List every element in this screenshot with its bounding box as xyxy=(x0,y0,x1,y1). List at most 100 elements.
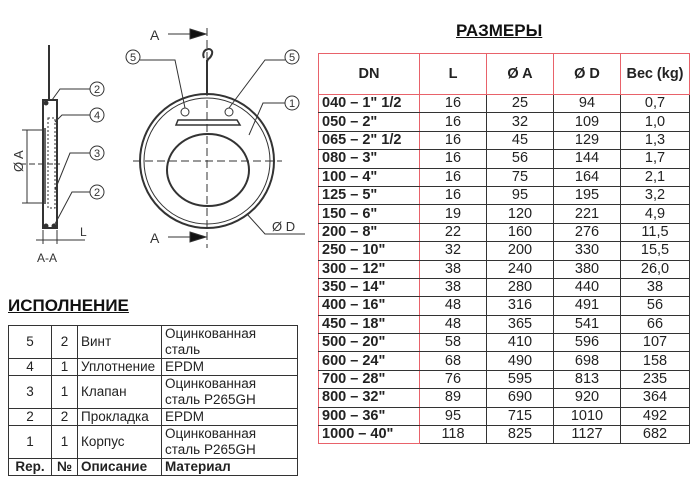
dims-cell: 158 xyxy=(620,351,690,371)
dims-cell: 690 xyxy=(486,388,554,408)
dims-dn: 125 – 5" xyxy=(318,185,420,206)
dims-cell: 1,3 xyxy=(620,130,690,151)
part-material: Оцинкованная сталь P265GH xyxy=(161,375,298,409)
dims-cell: 66 xyxy=(620,314,690,335)
dims-cell: 492 xyxy=(620,406,690,427)
dim-a-label: Ø A xyxy=(11,150,26,172)
callout-5-left: 5 xyxy=(130,52,136,64)
section-label: A-A xyxy=(37,251,57,265)
part-rep: 1 xyxy=(8,425,52,459)
dims-row: 400 – 16" 48 316 491 56 xyxy=(318,296,690,316)
dims-cell: 195 xyxy=(553,185,621,206)
dims-cell: 48 xyxy=(419,296,487,316)
parts-table: 5 2 Винт Оцинкованная сталь 4 1 Уплотнение EPDM… xyxy=(8,325,298,476)
parts-row: 1 1 Корпус Оцинкованная сталь P265GH xyxy=(8,425,298,459)
dims-cell: 825 xyxy=(486,425,554,445)
dims-header-cell: L xyxy=(419,53,487,95)
dims-dn: 250 – 10" xyxy=(318,241,420,261)
callout-2-bottom: 2 xyxy=(94,187,100,199)
dims-cell: 440 xyxy=(553,277,621,298)
callout-3: 3 xyxy=(94,148,100,160)
dims-dn: 800 – 32" xyxy=(318,388,420,408)
dims-cell: 144 xyxy=(553,149,621,169)
cut-label-top: A xyxy=(150,27,160,43)
dims-cell: 120 xyxy=(486,204,554,224)
part-material: EPDM xyxy=(161,358,298,376)
dims-cell: 3,2 xyxy=(620,185,690,206)
dims-cell: 118 xyxy=(419,425,487,445)
dims-row: 125 – 5" 16 95 195 3,2 xyxy=(318,185,690,206)
dims-cell: 26,0 xyxy=(620,259,690,279)
dims-cell: 364 xyxy=(620,388,690,408)
part-material: EPDM xyxy=(161,408,298,426)
parts-header-mat: Материал xyxy=(161,458,298,476)
parts-header-rep: Rep. xyxy=(8,458,52,476)
dims-cell: 56 xyxy=(486,149,554,169)
dims-dn: 450 – 18" xyxy=(318,314,420,335)
cut-label-bottom: A xyxy=(150,230,160,246)
dims-dn: 065 – 2" 1/2 xyxy=(318,130,420,151)
valve-drawing: 2 4 3 2 Ø A L A-A A A 5 5 1 Ø D xyxy=(11,27,305,265)
dims-cell: 45 xyxy=(486,130,554,151)
dims-cell: 38 xyxy=(419,277,487,298)
part-description: Винт xyxy=(77,325,162,359)
front-view xyxy=(125,28,305,248)
part-rep: 4 xyxy=(8,358,52,376)
dims-cell: 682 xyxy=(620,425,690,445)
dims-row: 700 – 28" 76 595 813 235 xyxy=(318,369,690,390)
parts-row: 3 1 Клапан Оцинкованная сталь P265GH xyxy=(8,375,298,409)
dims-cell: 16 xyxy=(419,112,487,132)
parts-row: 2 2 Прокладка EPDM xyxy=(8,408,298,426)
dims-cell: 48 xyxy=(419,314,487,335)
dims-row: 200 – 8" 22 160 276 11,5 xyxy=(318,222,690,243)
dims-cell: 1,7 xyxy=(620,149,690,169)
dims-cell: 920 xyxy=(553,388,621,408)
dims-cell: 0,7 xyxy=(620,93,690,114)
dims-header-cell: DN xyxy=(318,53,420,95)
dims-row: 350 – 14" 38 280 440 38 xyxy=(318,277,690,298)
dims-dn: 600 – 24" xyxy=(318,351,420,371)
dims-cell: 316 xyxy=(486,296,554,316)
dimensions-title: РАЗМЕРЫ xyxy=(456,21,543,40)
dims-cell: 58 xyxy=(419,333,487,353)
dims-cell: 107 xyxy=(620,333,690,353)
dims-row: 900 – 36" 95 715 1010 492 xyxy=(318,406,690,427)
dims-cell: 1127 xyxy=(553,425,621,445)
part-qty: 1 xyxy=(51,358,78,376)
dims-dn: 350 – 14" xyxy=(318,277,420,298)
dims-header-cell: Ø A xyxy=(486,53,554,95)
dims-cell: 541 xyxy=(553,314,621,335)
dims-row: 150 – 6" 19 120 221 4,9 xyxy=(318,204,690,224)
dims-header-cell: Ø D xyxy=(553,53,621,95)
dims-cell: 32 xyxy=(486,112,554,132)
part-description: Прокладка xyxy=(77,408,162,426)
dims-cell: 160 xyxy=(486,222,554,243)
dims-cell: 16 xyxy=(419,149,487,169)
parts-header-row: Rep. № Описание Материал xyxy=(8,458,298,476)
part-material: Оцинкованная сталь P265GH xyxy=(161,425,298,459)
dims-row: 250 – 10" 32 200 330 15,5 xyxy=(318,241,690,261)
dims-cell: 235 xyxy=(620,369,690,390)
dims-cell: 25 xyxy=(486,93,554,114)
dims-cell: 11,5 xyxy=(620,222,690,243)
dims-cell: 75 xyxy=(486,167,554,187)
part-description: Корпус xyxy=(77,425,162,459)
dims-cell: 1,0 xyxy=(620,112,690,132)
part-description: Клапан xyxy=(77,375,162,409)
dims-dn: 700 – 28" xyxy=(318,369,420,390)
dims-cell: 38 xyxy=(419,259,487,279)
dims-dn: 200 – 8" xyxy=(318,222,420,243)
dims-row: 1000 – 40" 118 825 1127 682 xyxy=(318,425,690,445)
part-qty: 2 xyxy=(51,325,78,359)
callout-1: 1 xyxy=(289,98,295,110)
part-qty: 1 xyxy=(51,375,78,409)
side-section-view xyxy=(20,45,105,244)
dims-cell: 94 xyxy=(553,93,621,114)
part-qty: 1 xyxy=(51,425,78,459)
dims-cell: 15,5 xyxy=(620,241,690,261)
dims-dn: 300 – 12" xyxy=(318,259,420,279)
dims-cell: 56 xyxy=(620,296,690,316)
dims-cell: 22 xyxy=(419,222,487,243)
dims-dn: 500 – 20" xyxy=(318,333,420,353)
